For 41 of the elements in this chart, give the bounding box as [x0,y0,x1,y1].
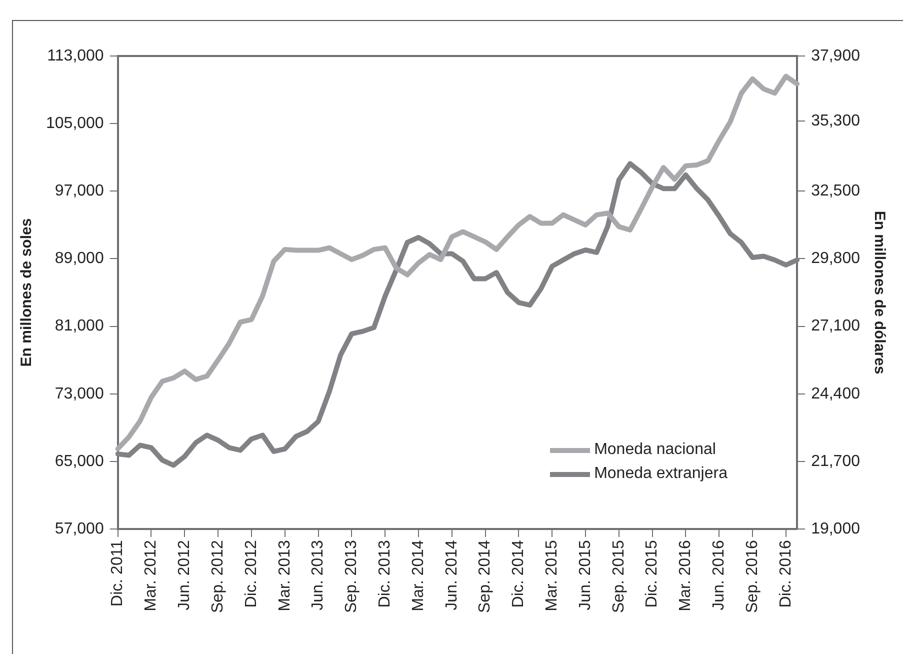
x-tick-label: Dic. 2013 [376,540,394,608]
x-tick-label: Mar. 2012 [142,540,160,612]
x-tick-label: Dic. 2014 [510,540,528,608]
y2-tick-label: 32,500 [811,182,860,200]
y2-tick-label: 35,300 [811,112,860,130]
y2-axis-title: En millones de dólares [870,210,888,374]
y2-tick-label: 29,800 [811,250,860,268]
x-tick-label: Dic. 2015 [644,540,661,608]
y2-tick-label: 19,000 [811,520,860,538]
y-tick-label: 89,000 [54,250,104,268]
x-tick-label: Jun. 2015 [576,540,594,610]
x-tick-label: Jun. 2012 [176,540,194,610]
x-tick-label: Sep. 2015 [610,540,628,613]
y-tick-label: 113,000 [47,47,104,64]
y-tick-label: 57,000 [54,520,104,538]
x-tick-label: Jun. 2016 [710,540,728,610]
x-tick-label: Dic. 2011 [109,540,126,606]
x-tick-label: Dic. 2012 [242,540,260,608]
x-tick-label: Mar. 2016 [677,540,694,612]
y-tick-label: 73,000 [54,385,104,402]
y-tick-label: 105,000 [46,114,104,132]
y-tick-label: 65,000 [54,452,104,470]
x-tick-label: Mar. 2014 [410,540,427,612]
y-axis-title: En millones de soles [18,218,36,367]
y-tick-label: 81,000 [54,318,104,335]
y2-tick-label: 27,100 [811,318,860,335]
x-tick-label: Jun. 2014 [443,540,460,610]
x-tick-label: Sep. 2013 [343,540,360,613]
y2-tick-label: 24,400 [811,385,860,402]
x-tick-label: Sep. 2012 [209,540,226,613]
legend-label: Moneda nacional [594,441,716,460]
y2-tick-label: 37,900 [811,47,860,64]
x-tick-label: Mar. 2013 [276,540,294,612]
y2-tick-label: 21,700 [811,452,860,470]
legend-label: Moneda extranjera [594,465,728,484]
x-tick-label: Sep. 2016 [744,540,761,613]
x-tick-label: Sep. 2014 [476,540,494,613]
x-tick-label: Mar. 2015 [544,540,560,612]
x-tick-label: Dic. 2016 [777,540,794,608]
x-tick-label: Jun. 2013 [310,540,327,610]
y-tick-label: 97,000 [54,182,104,200]
